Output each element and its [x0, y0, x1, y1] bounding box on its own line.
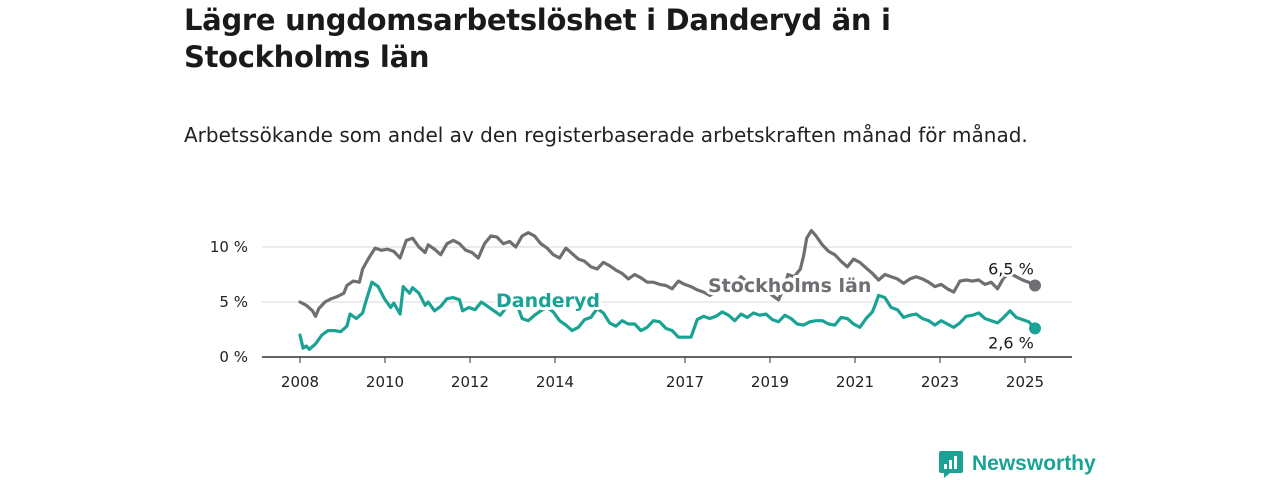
x-tick-label: 2010	[366, 373, 404, 391]
series-end-point	[1029, 279, 1041, 292]
x-tick-label: 2014	[536, 373, 574, 391]
y-tick-label: 0 %	[219, 348, 248, 366]
series-end-value-label: 2,6 %	[988, 333, 1034, 352]
series-name-label: Danderyd	[496, 290, 600, 312]
x-tick-label: 2008	[281, 373, 319, 391]
series-line-1	[298, 280, 1037, 351]
chart-subtitle: Arbetssökande som andel av den registerb…	[184, 123, 1028, 147]
x-tick-label: 2025	[1006, 373, 1044, 391]
series-end-point	[1029, 322, 1041, 335]
x-axis: 2008 2010 2012 2014 2017 2019 2021 2023 2025	[281, 357, 1044, 391]
x-tick-label: 2023	[921, 373, 959, 391]
grid-lines	[262, 246, 1072, 358]
series-labels: Stockholms län 6,5 % Danderyd 2,6 %	[493, 257, 1036, 355]
newsworthy-logo-icon	[939, 451, 963, 478]
brand-name: Newsworthy	[972, 452, 1096, 475]
y-tick-label: 10 %	[210, 238, 248, 256]
y-axis: 0 % 5 % 10 %	[210, 238, 248, 366]
x-tick-label: 2012	[451, 373, 489, 391]
chart-title: Lägre ungdomsarbetslöshet i Danderyd än …	[184, 3, 891, 74]
brand[interactable]: Newsworthy	[938, 448, 1096, 480]
series-group	[298, 228, 1041, 351]
x-tick-label: 2019	[751, 373, 789, 391]
series-end-value-label: 6,5 %	[988, 260, 1034, 279]
y-tick-label: 5 %	[219, 293, 248, 311]
series-line-0	[298, 228, 1037, 318]
series-name-label: Stockholms län	[708, 275, 871, 297]
x-tick-label: 2021	[836, 373, 874, 391]
x-tick-label: 2017	[666, 373, 704, 391]
